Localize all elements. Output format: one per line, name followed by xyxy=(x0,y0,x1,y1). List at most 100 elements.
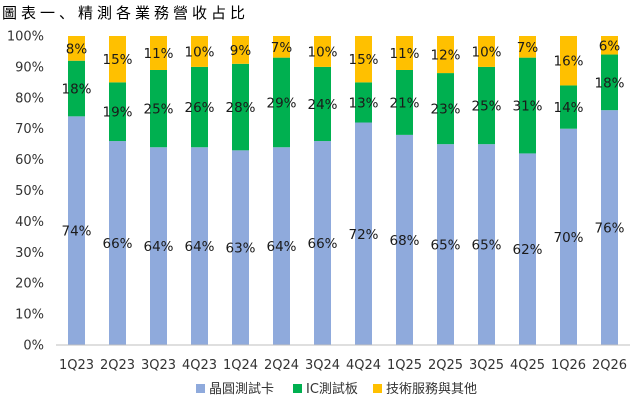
x-tick-label: 1Q23 xyxy=(59,358,94,373)
data-label: 29% xyxy=(266,95,296,111)
bar-segment xyxy=(273,147,290,345)
data-label: 10% xyxy=(471,44,501,60)
bar-segment xyxy=(68,116,85,345)
x-tick-label: 2Q23 xyxy=(100,358,135,373)
bar-segment xyxy=(478,66,495,145)
bar-segment xyxy=(150,36,167,70)
bar-segment xyxy=(109,36,126,83)
data-label: 64% xyxy=(184,239,214,255)
data-label: 12% xyxy=(430,48,460,64)
data-label: 64% xyxy=(266,239,296,255)
bar-segment xyxy=(232,36,249,64)
y-tick-label: 70% xyxy=(15,122,44,137)
legend-swatch xyxy=(196,384,205,393)
legend-swatch xyxy=(373,384,382,393)
bar-segment xyxy=(314,141,331,345)
bar-segment xyxy=(355,82,372,123)
bar-segment xyxy=(478,144,495,345)
bar-segment xyxy=(232,63,249,151)
data-label: 26% xyxy=(184,100,214,116)
x-axis: 1Q23 2Q23 3Q23 4Q23 1Q24 2Q24 3Q24 4Q24 1Q25 2Q25… xyxy=(56,344,630,373)
data-label: 24% xyxy=(307,97,337,113)
x-tick-label: 1Q24 xyxy=(223,358,258,373)
bar-segment xyxy=(150,147,167,345)
legend-label: 技術服務與其他 xyxy=(386,382,477,397)
bar-segment xyxy=(519,36,536,58)
bar-segment xyxy=(396,69,413,135)
data-label: 8% xyxy=(66,41,88,57)
x-tick-label: 2Q26 xyxy=(592,358,627,373)
bar-segment xyxy=(396,36,413,70)
data-label: 72% xyxy=(348,227,378,243)
y-tick-label: 20% xyxy=(15,277,44,292)
bar-segment xyxy=(437,36,454,74)
data-label: 70% xyxy=(553,230,583,246)
data-label: 23% xyxy=(430,102,460,118)
bar-segment xyxy=(68,60,85,117)
bar-segment xyxy=(355,122,372,346)
data-label: 25% xyxy=(143,102,173,118)
y-axis: 0% 10% 20% 30% 40% 50% 60% 70% 80% 90% 100% xyxy=(7,30,44,354)
data-label: 19% xyxy=(102,105,132,121)
data-label: 15% xyxy=(348,52,378,68)
bar-segment xyxy=(519,57,536,154)
data-label: 65% xyxy=(430,238,460,254)
x-tick-label: 2Q24 xyxy=(264,358,299,373)
bar-segment xyxy=(191,66,208,148)
bar-segment xyxy=(601,110,618,345)
y-tick-label: 100% xyxy=(7,30,44,45)
bars: 74% 18% 8% 66% 19% 15% 64% 25% 11% 64% 26% 10% 63% 28… xyxy=(61,36,625,346)
y-tick-label: 30% xyxy=(15,246,44,261)
bar-segment xyxy=(437,73,454,145)
data-label: 31% xyxy=(512,99,542,115)
x-tick-label: 3Q24 xyxy=(305,358,340,373)
bar-segment xyxy=(109,82,126,142)
bar-segment xyxy=(68,36,85,61)
bar-segment xyxy=(437,144,454,345)
bar-segment xyxy=(355,36,372,83)
y-tick-label: 60% xyxy=(15,153,44,168)
x-tick-label: 4Q23 xyxy=(182,358,217,373)
data-label: 66% xyxy=(102,236,132,252)
data-label: 25% xyxy=(471,99,501,115)
bar-segment xyxy=(601,54,618,111)
bar-segment xyxy=(560,85,577,129)
bar-segment xyxy=(232,150,249,345)
data-label: 63% xyxy=(225,241,255,257)
data-label: 13% xyxy=(348,95,378,111)
x-tick-label: 1Q26 xyxy=(551,358,586,373)
x-tick-label: 4Q24 xyxy=(346,358,381,373)
y-tick-label: 80% xyxy=(15,91,44,106)
data-label: 10% xyxy=(184,44,214,60)
data-label: 16% xyxy=(553,54,583,70)
data-label: 68% xyxy=(389,233,419,249)
data-label: 64% xyxy=(143,239,173,255)
y-tick-label: 0% xyxy=(23,339,44,354)
data-label: 14% xyxy=(553,100,583,116)
legend: 晶圓測試卡 IC測試板 技術服務與其他 xyxy=(196,381,477,397)
bar-segment xyxy=(601,36,618,55)
data-label: 76% xyxy=(594,221,624,237)
x-tick-label: 3Q25 xyxy=(469,358,504,373)
data-label: 15% xyxy=(102,52,132,68)
x-tick-label: 1Q25 xyxy=(387,358,422,373)
x-tick-label: 2Q25 xyxy=(428,358,463,373)
bar-segment xyxy=(560,36,577,86)
data-label: 11% xyxy=(389,46,419,62)
bar-segment xyxy=(314,36,331,67)
data-label: 21% xyxy=(389,95,419,111)
y-tick-label: 90% xyxy=(15,60,44,75)
x-tick-label: 4Q25 xyxy=(510,358,545,373)
bar-segment xyxy=(191,36,208,67)
bar-segment xyxy=(273,36,290,58)
legend-label: IC測試板 xyxy=(306,381,358,397)
data-label: 18% xyxy=(594,75,624,91)
bar-segment xyxy=(478,36,495,67)
chart-title: 圖表一、精測各業務營收占比 xyxy=(2,4,250,22)
y-tick-label: 10% xyxy=(15,308,44,323)
legend-label: 晶圓測試卡 xyxy=(209,381,274,397)
data-label: 10% xyxy=(307,44,337,60)
data-label: 65% xyxy=(471,238,501,254)
data-label: 18% xyxy=(61,82,91,98)
